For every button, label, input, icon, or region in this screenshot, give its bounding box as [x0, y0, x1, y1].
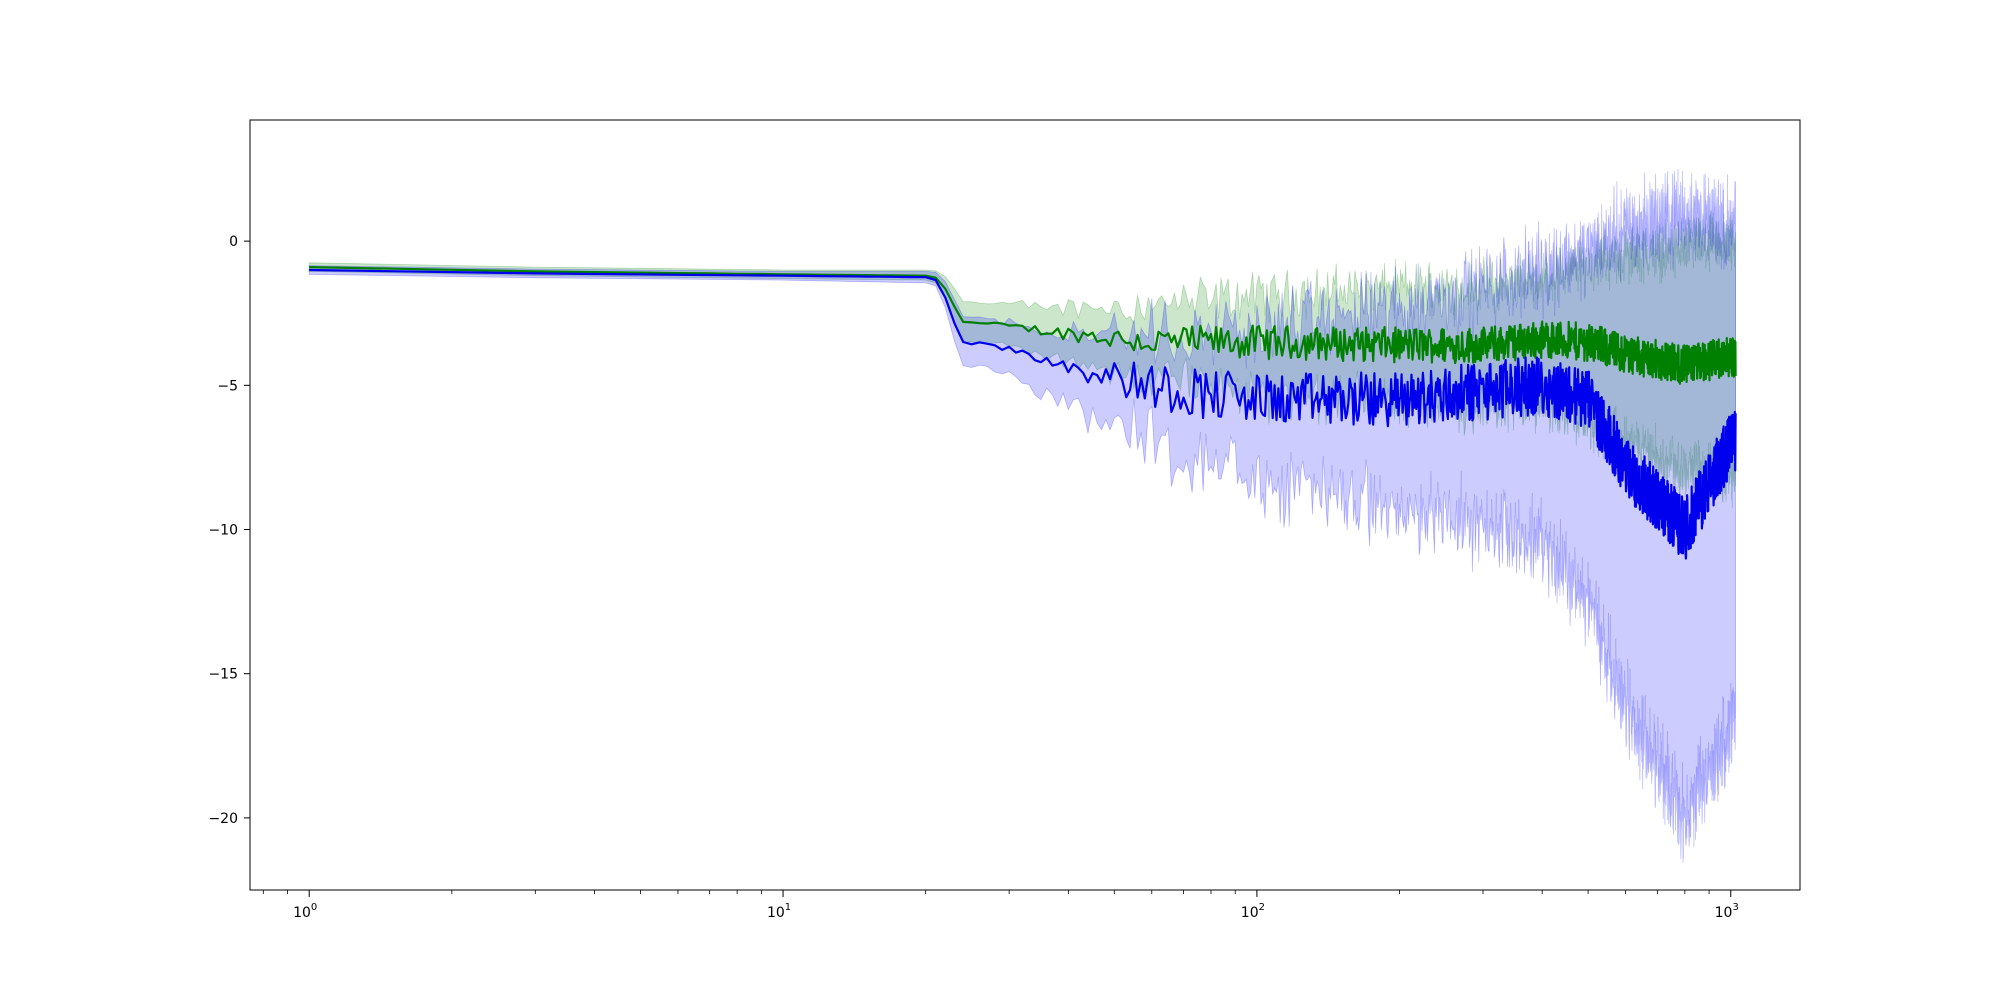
y-tick-label: −10: [208, 523, 238, 539]
series-1-line: [309, 266, 1737, 385]
x-tick-label: 101: [767, 902, 791, 921]
y-tick-label: −5: [217, 378, 238, 394]
x-tick-label: 100: [293, 902, 317, 921]
y-tick-label: 0: [229, 234, 238, 250]
x-tick-label: 103: [1715, 902, 1739, 921]
y-axis: 0 −5 −10 −15 −20: [208, 234, 250, 827]
x-tick-label: 102: [1241, 902, 1265, 921]
series-2-line: [309, 268, 1737, 560]
y-tick-label: −20: [208, 811, 238, 827]
plot-frame: [249, 119, 1801, 891]
x-axis: 100 101 102 103: [262, 890, 1739, 921]
y-tick-label: −15: [208, 667, 238, 683]
series-lines: [309, 266, 1737, 560]
